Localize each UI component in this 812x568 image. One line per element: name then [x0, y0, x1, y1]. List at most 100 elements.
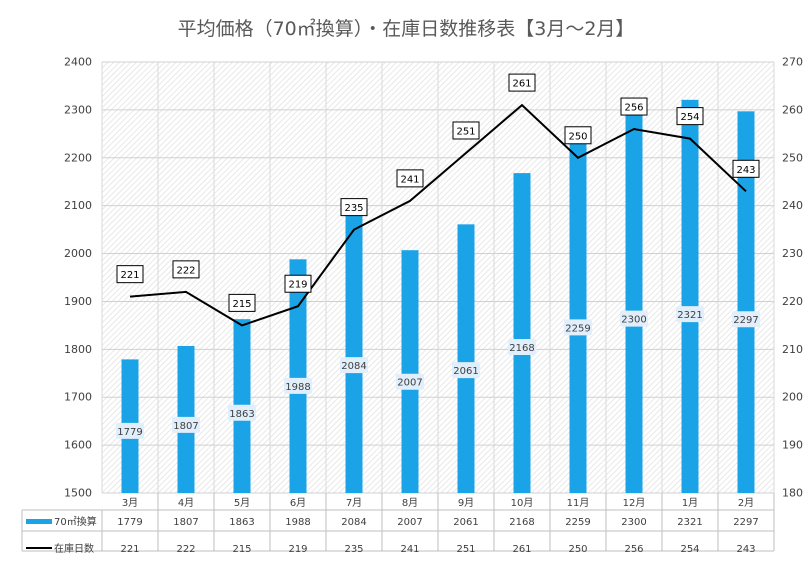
line-label-box	[452, 121, 480, 140]
y-right-tick-label: 220	[782, 295, 803, 308]
y-left-tick-label: 2200	[64, 151, 92, 164]
bar	[401, 250, 419, 493]
bar-value-label: 2259	[565, 323, 590, 334]
bar-label-bg	[340, 357, 368, 374]
bar-label-bg	[172, 416, 200, 433]
y-left-tick-label: 2100	[64, 199, 92, 212]
bar-label-bg	[228, 404, 256, 421]
x-tick-label: 2月	[738, 497, 754, 509]
table-line-value: 254	[680, 544, 699, 555]
bar-label-bg	[676, 306, 704, 323]
line-label-box	[340, 198, 368, 217]
y-right-tick-label: 190	[782, 439, 803, 452]
table-line-value: 235	[344, 544, 363, 555]
line-label-box	[508, 73, 536, 92]
bar	[457, 224, 475, 494]
y-right-tick-label: 240	[782, 199, 803, 212]
x-tick-label: 12月	[623, 497, 646, 509]
x-tick-label: 9月	[458, 497, 474, 509]
line-label-box	[620, 97, 648, 116]
bar-label-bg	[620, 310, 648, 327]
line-label-box	[732, 159, 760, 178]
table-bar-value: 2168	[509, 517, 534, 528]
y-right-tick-label: 260	[782, 103, 803, 116]
legend-bar-label: 70㎡換算	[54, 515, 97, 528]
chart-title: 平均価格（70㎡換算）・在庫日数推移表【3月～2月】	[177, 18, 635, 40]
line-value-label: 215	[232, 299, 251, 310]
line-value-label: 222	[176, 265, 195, 276]
bar-label-bg	[116, 422, 144, 439]
line-value-label: 250	[568, 131, 587, 142]
table-bar-value: 2259	[565, 517, 590, 528]
table-bar-value: 2061	[453, 517, 478, 528]
line-value-label: 235	[344, 203, 363, 214]
table-line-value: 251	[456, 544, 475, 555]
bar-value-label: 2297	[733, 315, 758, 326]
table-bar-value: 2321	[677, 517, 702, 528]
x-tick-label: 5月	[234, 497, 250, 509]
y-left-tick-label: 1700	[64, 391, 92, 404]
line-value-label: 219	[288, 280, 307, 291]
bar-value-label: 1988	[285, 382, 310, 393]
bar	[681, 99, 699, 494]
line-label-box	[564, 126, 592, 145]
line-label-box	[172, 260, 200, 279]
table-line-value: 219	[288, 544, 307, 555]
table-bar-value: 2300	[621, 517, 646, 528]
table-line-value: 241	[400, 544, 419, 555]
table-line-value: 256	[624, 544, 643, 555]
bar-value-label: 2061	[453, 366, 478, 377]
bar	[569, 129, 587, 494]
legend-bar-swatch	[26, 519, 52, 524]
line-label-box	[116, 265, 144, 284]
bar-label-bg	[732, 311, 760, 328]
y-right-tick-label: 250	[782, 151, 803, 164]
bar-value-label: 1807	[173, 421, 198, 432]
bar-label-bg	[508, 339, 536, 356]
line-value-label: 254	[680, 112, 699, 123]
table-line-value: 215	[232, 544, 251, 555]
legend-line-label: 在庫日数	[54, 542, 94, 555]
table-bar-value: 1807	[173, 517, 198, 528]
line-label-box	[228, 293, 256, 312]
y-right-tick-label: 200	[782, 391, 803, 404]
table-bar-value: 2084	[341, 517, 366, 528]
table-line-value: 222	[176, 544, 195, 555]
bar-label-bg	[452, 362, 480, 379]
line-label-box	[396, 169, 424, 188]
bar-value-label: 2007	[397, 378, 422, 389]
table-bar-value: 1863	[229, 517, 254, 528]
y-left-tick-label: 1800	[64, 343, 92, 356]
bar-value-label: 1779	[117, 427, 142, 438]
bar	[345, 213, 363, 493]
line-value-label: 241	[400, 174, 419, 185]
x-tick-label: 3月	[122, 497, 138, 509]
line-label-box	[676, 107, 704, 126]
line-value-label: 261	[512, 79, 531, 90]
bar-label-bg	[284, 377, 312, 394]
line-value-label: 251	[456, 126, 475, 137]
bar	[289, 259, 307, 493]
table-bar-value: 1988	[285, 517, 310, 528]
x-tick-label: 7月	[346, 497, 362, 509]
x-tick-label: 8月	[402, 497, 418, 509]
bar-value-label: 2321	[677, 310, 702, 321]
table-bar-value: 2007	[397, 517, 422, 528]
bar-label-bg	[396, 373, 424, 390]
x-tick-label: 4月	[178, 497, 194, 509]
table-line-value: 250	[568, 544, 587, 555]
bar-value-label: 2300	[621, 315, 646, 326]
table-bar-value: 2297	[733, 517, 758, 528]
line-value-label: 243	[736, 165, 755, 176]
table-line-value: 221	[120, 544, 139, 555]
y-right-tick-label: 230	[782, 247, 803, 260]
bar-label-bg	[564, 319, 592, 336]
bar	[513, 173, 531, 493]
y-right-tick-label: 270	[782, 56, 803, 69]
table-line-value: 261	[512, 544, 531, 555]
bar-value-label: 2084	[341, 361, 366, 372]
line-label-box	[284, 274, 312, 293]
line-value-label: 221	[120, 270, 139, 281]
table-line-value: 243	[736, 544, 755, 555]
